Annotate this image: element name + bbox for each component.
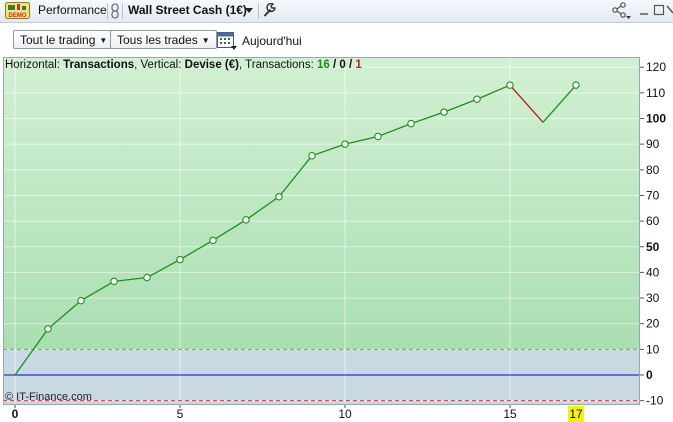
filter-bar: Tout le trading ▼ Tous les trades ▼ Aujour… (0, 23, 673, 57)
y-tick-label: 80 (646, 163, 660, 177)
performance-tab[interactable]: Performance (38, 3, 107, 17)
minimize-icon[interactable] (638, 4, 650, 16)
equity-segment (410, 111, 445, 125)
y-tick-label: 110 (646, 86, 665, 100)
y-tick-label: 0 (646, 368, 653, 382)
y-tick-label: 20 (646, 317, 660, 331)
reference-lines (3, 348, 640, 402)
date-filter-label[interactable]: Aujourd'hui (242, 34, 302, 48)
link-chain-icon[interactable] (110, 3, 120, 19)
vertical-value: Devise (€) (184, 59, 239, 71)
y-tick-label: 50 (646, 240, 660, 254)
horizontal-label: Horizontal: (5, 59, 60, 71)
calendar-icon[interactable] (217, 30, 238, 51)
x-highlight-label: 17 (569, 407, 583, 421)
data-point (77, 296, 85, 305)
data-point (473, 95, 481, 104)
equity-segment (509, 84, 544, 123)
equity-segment (443, 98, 478, 113)
equity-points (44, 81, 580, 333)
y-tick-label: 90 (646, 137, 660, 151)
trades-filter-select[interactable]: Tous les trades ▼ (110, 30, 217, 49)
maximize-icon[interactable] (653, 4, 665, 16)
trading-filter-value: Tout le trading (20, 33, 96, 47)
data-point (572, 81, 580, 89)
chevron-down-icon: ▼ (201, 36, 210, 45)
equity-segment (311, 143, 346, 157)
data-point (209, 236, 217, 245)
x-tick-label: 0 (12, 407, 19, 421)
data-point (506, 81, 514, 89)
chevron-down-icon: ▼ (99, 36, 108, 45)
data-point (275, 192, 283, 201)
y-tick-label: 60 (646, 214, 660, 228)
equity-segment (377, 123, 412, 138)
horizontal-value: Transactions (63, 59, 135, 71)
equity-segment (245, 196, 280, 221)
chart-info-line: Horizontal: Transactions, Vertical: Devi… (5, 59, 362, 71)
data-point (176, 255, 184, 264)
equity-segment (344, 135, 379, 145)
x-tick-label: 10 (338, 407, 352, 421)
trading-filter-select[interactable]: Tout le trading ▼ (13, 30, 115, 49)
equity-segment (278, 155, 313, 198)
x-tick-label: 5 (177, 407, 184, 421)
equity-curve (14, 84, 577, 376)
wrench-icon[interactable] (263, 3, 277, 18)
data-point (143, 273, 151, 282)
transactions-count-zero: 0 (339, 59, 346, 71)
share-icon[interactable] (611, 2, 631, 19)
instrument-name[interactable]: Wall Street Cash (1€) (128, 3, 247, 17)
y-tick-label: 40 (646, 265, 660, 279)
equity-segment (212, 219, 247, 241)
equity-segment (14, 328, 49, 376)
close-icon[interactable] (666, 4, 673, 16)
toolbar-separator (107, 3, 108, 19)
loss-zone-background (3, 349, 640, 404)
equity-segment (542, 84, 577, 123)
plot-frame (3, 57, 640, 405)
trades-filter-value: Tous les trades (117, 33, 198, 47)
y-tick-label: 70 (646, 188, 660, 202)
demo-badge-text: DEMO (9, 13, 27, 19)
equity-segment (179, 239, 214, 261)
toolbar-separator (258, 3, 259, 19)
data-point (110, 277, 118, 286)
y-tick-label: -10 (646, 394, 664, 408)
x-highlight-marker (568, 406, 584, 422)
demo-badge-icon: DEMO (5, 2, 30, 19)
top-toolbar: DEMO Performance Wall Street Cash (1€) (0, 0, 673, 23)
data-point (242, 216, 250, 224)
equity-segment (113, 276, 148, 283)
transactions-count-loss: 1 (355, 59, 362, 71)
x-tick-label: 15 (503, 407, 517, 421)
data-point (341, 140, 349, 148)
data-point (308, 151, 316, 160)
data-point (44, 325, 52, 333)
equity-segment (146, 259, 181, 279)
vertical-label: Vertical: (140, 59, 182, 71)
instrument-dropdown-icon[interactable] (245, 8, 253, 13)
equity-segment (80, 280, 115, 302)
y-tick-label: 30 (646, 291, 660, 305)
toolbar-separator (122, 3, 123, 19)
transactions-count-total: 16 (316, 59, 330, 71)
y-tick-label: 10 (646, 342, 660, 356)
data-point (374, 132, 382, 141)
equity-segment (47, 300, 82, 330)
data-point (407, 119, 415, 128)
copyright-label: © IT-Finance.com (5, 391, 92, 403)
y-tick-label: 120 (646, 60, 666, 74)
transactions-label: Transactions: (245, 59, 314, 71)
data-point (440, 108, 448, 116)
y-tick-label: 100 (646, 112, 666, 126)
equity-segment (476, 84, 511, 100)
profit-zone-background (3, 57, 640, 350)
x-axis: 0 5 10 15 17 (12, 404, 584, 422)
